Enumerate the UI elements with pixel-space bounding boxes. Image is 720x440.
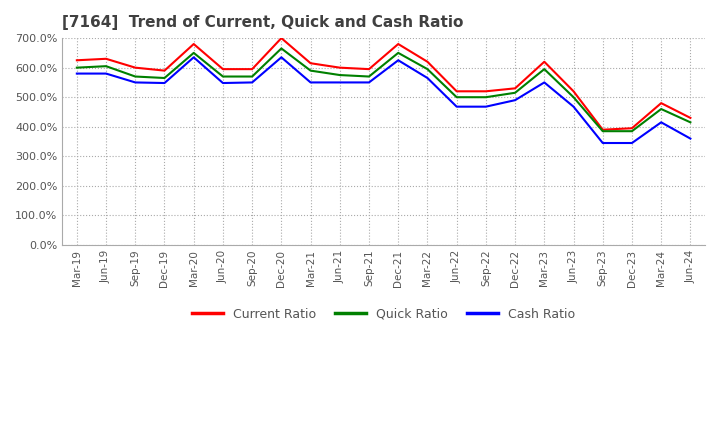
Quick Ratio <box>102 63 110 69</box>
Cash Ratio <box>248 80 256 85</box>
Cash Ratio <box>219 81 228 86</box>
Cash Ratio <box>131 80 140 85</box>
Quick Ratio <box>306 68 315 73</box>
Cash Ratio <box>277 55 286 60</box>
Current Ratio <box>73 58 81 63</box>
Quick Ratio <box>598 128 607 134</box>
Current Ratio <box>423 59 432 64</box>
Cash Ratio <box>160 81 168 86</box>
Current Ratio <box>102 56 110 62</box>
Quick Ratio <box>686 120 695 125</box>
Current Ratio <box>219 66 228 72</box>
Cash Ratio <box>189 55 198 60</box>
Cash Ratio <box>628 140 636 146</box>
Quick Ratio <box>452 95 461 100</box>
Quick Ratio <box>160 75 168 81</box>
Cash Ratio <box>365 80 374 85</box>
Quick Ratio <box>482 95 490 100</box>
Cash Ratio <box>336 80 344 85</box>
Cash Ratio <box>686 136 695 141</box>
Cash Ratio <box>570 104 578 109</box>
Quick Ratio <box>131 74 140 79</box>
Line: Quick Ratio: Quick Ratio <box>77 48 690 131</box>
Cash Ratio <box>73 71 81 76</box>
Current Ratio <box>452 88 461 94</box>
Current Ratio <box>628 125 636 131</box>
Cash Ratio <box>306 80 315 85</box>
Cash Ratio <box>598 140 607 146</box>
Current Ratio <box>598 127 607 132</box>
Quick Ratio <box>394 50 402 55</box>
Quick Ratio <box>540 66 549 72</box>
Quick Ratio <box>423 66 432 72</box>
Quick Ratio <box>73 65 81 70</box>
Quick Ratio <box>189 50 198 55</box>
Cash Ratio <box>102 71 110 76</box>
Cash Ratio <box>482 104 490 109</box>
Current Ratio <box>336 65 344 70</box>
Quick Ratio <box>628 128 636 134</box>
Quick Ratio <box>248 74 256 79</box>
Cash Ratio <box>452 104 461 109</box>
Quick Ratio <box>365 74 374 79</box>
Current Ratio <box>131 65 140 70</box>
Quick Ratio <box>219 74 228 79</box>
Quick Ratio <box>657 106 665 112</box>
Current Ratio <box>540 59 549 64</box>
Text: [7164]  Trend of Current, Quick and Cash Ratio: [7164] Trend of Current, Quick and Cash … <box>62 15 464 30</box>
Current Ratio <box>160 68 168 73</box>
Quick Ratio <box>570 95 578 100</box>
Current Ratio <box>686 115 695 121</box>
Line: Current Ratio: Current Ratio <box>77 38 690 130</box>
Cash Ratio <box>510 98 519 103</box>
Quick Ratio <box>277 46 286 51</box>
Current Ratio <box>306 61 315 66</box>
Line: Cash Ratio: Cash Ratio <box>77 57 690 143</box>
Current Ratio <box>365 66 374 72</box>
Cash Ratio <box>423 75 432 81</box>
Current Ratio <box>510 86 519 91</box>
Current Ratio <box>189 41 198 47</box>
Cash Ratio <box>394 58 402 63</box>
Quick Ratio <box>510 90 519 95</box>
Current Ratio <box>570 88 578 94</box>
Current Ratio <box>277 36 286 41</box>
Current Ratio <box>248 66 256 72</box>
Cash Ratio <box>540 80 549 85</box>
Quick Ratio <box>336 73 344 78</box>
Legend: Current Ratio, Quick Ratio, Cash Ratio: Current Ratio, Quick Ratio, Cash Ratio <box>187 303 580 326</box>
Cash Ratio <box>657 120 665 125</box>
Current Ratio <box>482 88 490 94</box>
Current Ratio <box>657 100 665 106</box>
Current Ratio <box>394 41 402 47</box>
